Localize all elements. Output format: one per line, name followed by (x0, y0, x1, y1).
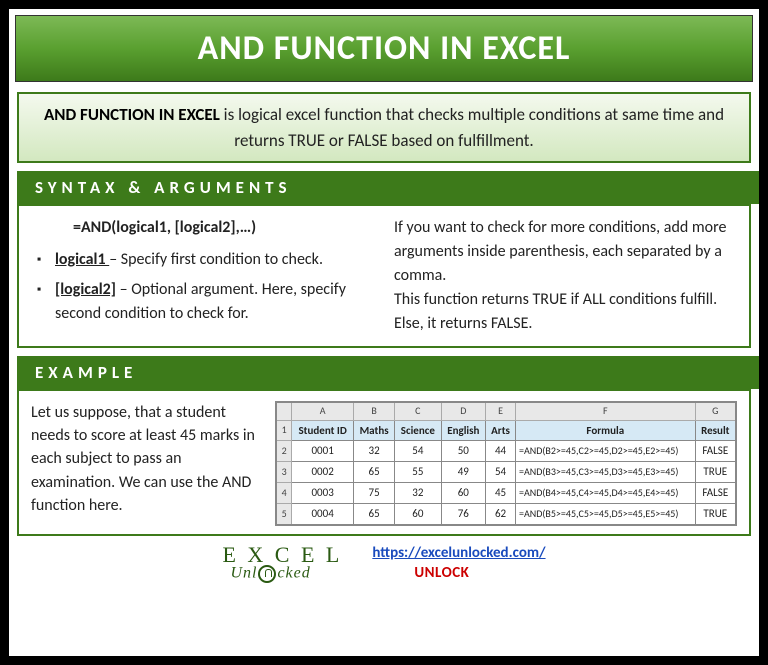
table-row: 3 0002 65 55 49 54 =AND(B3>=45,C3>=45,D3… (276, 462, 736, 483)
cell: 50 (441, 441, 485, 462)
col-letter: B (354, 402, 395, 420)
formula-cell: =AND(B4>=45,C4>=45,D4>=45,E4>=45) (516, 483, 696, 504)
cell: 32 (354, 441, 395, 462)
syntax-right: If you want to check for more conditions… (394, 216, 735, 336)
syntax-left: =AND(logical1, [logical2],…) logical1 – … (33, 216, 374, 336)
col-letter: A (292, 402, 354, 420)
cell: 62 (486, 504, 516, 525)
formula-cell: =AND(B5>=45,C5>=45,D5>=45,E5>=45) (516, 504, 696, 525)
result-cell: FALSE (695, 483, 736, 504)
result-cell: FALSE (695, 441, 736, 462)
syntax-formula: =AND(logical1, [logical2],…) (33, 216, 374, 240)
syntax-section-label: SYNTAX & ARGUMENTS (17, 171, 759, 204)
formula-cell: =AND(B2>=45,C2>=45,D2>=45,E2>=45) (516, 441, 696, 462)
corner-cell (276, 402, 292, 420)
syntax-note: This function returns TRUE if ALL condit… (394, 288, 735, 336)
cell: 76 (441, 504, 485, 525)
cell: 49 (441, 462, 485, 483)
excel-table: A B C D E F G 1 Student ID Maths Science… (275, 401, 737, 526)
argument-item: [logical2] – Optional argument. Here, sp… (37, 278, 374, 326)
cell: 44 (486, 441, 516, 462)
table-row: 5 0004 65 60 76 62 =AND(B5>=45,C5>=45,D5… (276, 504, 736, 525)
cell: 0002 (292, 462, 354, 483)
argument-name: [logical2] (55, 280, 116, 299)
row-number: 4 (276, 483, 292, 504)
result-cell: TRUE (695, 504, 736, 525)
cell: 55 (395, 462, 441, 483)
cell: 0001 (292, 441, 354, 462)
header-cell: Science (395, 420, 441, 441)
cell: 32 (395, 483, 441, 504)
cell: 60 (395, 504, 441, 525)
example-box: Let us suppose, that a student needs to … (17, 389, 751, 536)
page-title: AND FUNCTION IN EXCEL (15, 15, 753, 82)
cell: 65 (354, 504, 395, 525)
cell: 0004 (292, 504, 354, 525)
argument-item: logical1 – Specify first condition to ch… (37, 248, 374, 272)
row-number: 1 (276, 420, 292, 441)
cell: 54 (486, 462, 516, 483)
example-section-label: EXAMPLE (17, 356, 759, 389)
row-number: 2 (276, 441, 292, 462)
footer-unlock: UNLOCK (372, 564, 545, 584)
syntax-note: If you want to check for more conditions… (394, 216, 735, 288)
header-cell: English (441, 420, 485, 441)
logo-text-row2: Unlcked (222, 565, 342, 583)
col-letter: E (486, 402, 516, 420)
cell: 54 (395, 441, 441, 462)
logo-text-row1: E X C E L (222, 545, 342, 565)
intro-lead: AND FUNCTION IN EXCEL (44, 104, 220, 125)
example-table-wrap: A B C D E F G 1 Student ID Maths Science… (275, 401, 737, 526)
infographic-page: AND FUNCTION IN EXCEL AND FUNCTION IN EX… (8, 8, 760, 657)
col-letter-row: A B C D E F G (276, 402, 736, 420)
col-letter: G (695, 402, 736, 420)
col-letter: D (441, 402, 485, 420)
cell: 45 (486, 483, 516, 504)
col-letter: F (516, 402, 696, 420)
argument-desc: – Specify first condition to check. (109, 250, 323, 269)
lock-icon (258, 565, 276, 583)
intro-rest: is logical excel function that checks mu… (220, 104, 724, 151)
row-number: 3 (276, 462, 292, 483)
syntax-box: =AND(logical1, [logical2],…) logical1 – … (17, 204, 751, 348)
cell: 0003 (292, 483, 354, 504)
logo: E X C E L Unlcked (222, 545, 342, 583)
argument-name: logical1 (55, 250, 109, 269)
header-cell: Student ID (292, 420, 354, 441)
header-cell: Arts (486, 420, 516, 441)
footer: E X C E L Unlcked https://excelunlocked.… (9, 540, 759, 585)
header-cell: Maths (354, 420, 395, 441)
table-row: 4 0003 75 32 60 45 =AND(B4>=45,C4>=45,D4… (276, 483, 736, 504)
argument-list: logical1 – Specify first condition to ch… (33, 248, 374, 326)
footer-url[interactable]: https://excelunlocked.com/ (372, 544, 545, 564)
intro-description: AND FUNCTION IN EXCEL is logical excel f… (17, 92, 751, 163)
header-cell: Formula (516, 420, 696, 441)
cell: 60 (441, 483, 485, 504)
result-cell: TRUE (695, 462, 736, 483)
row-number: 5 (276, 504, 292, 525)
cell: 75 (354, 483, 395, 504)
example-text: Let us suppose, that a student needs to … (31, 401, 261, 526)
footer-links: https://excelunlocked.com/ UNLOCK (372, 544, 545, 583)
formula-cell: =AND(B3>=45,C3>=45,D3>=45,E3>=45) (516, 462, 696, 483)
table-row: 2 0001 32 54 50 44 =AND(B2>=45,C2>=45,D2… (276, 441, 736, 462)
header-cell: Result (695, 420, 736, 441)
header-row: 1 Student ID Maths Science English Arts … (276, 420, 736, 441)
cell: 65 (354, 462, 395, 483)
col-letter: C (395, 402, 441, 420)
